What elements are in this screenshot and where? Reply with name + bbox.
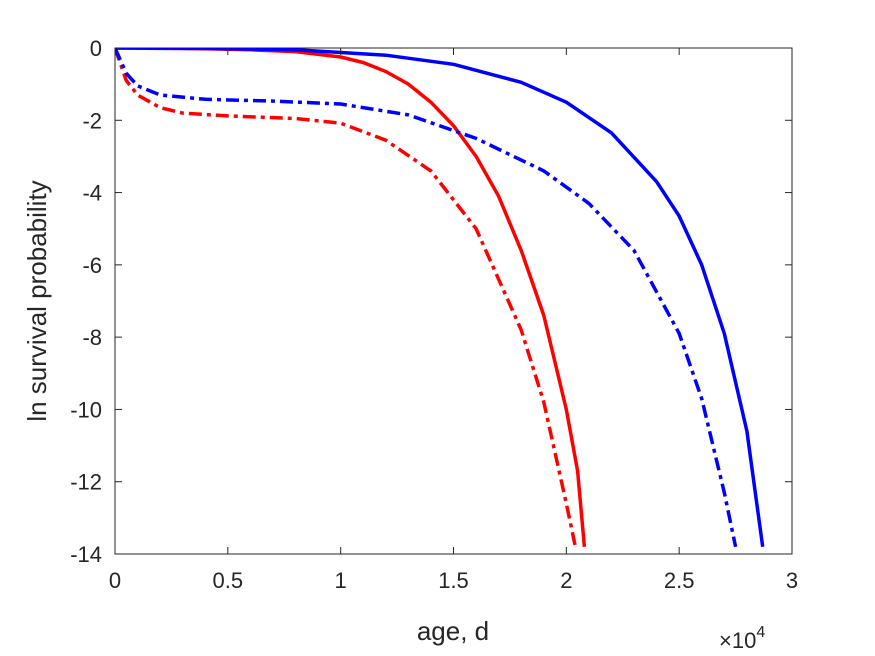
series-line-3 (115, 48, 578, 548)
ticks-layer (114, 47, 793, 555)
x-tick-label: 2 (560, 568, 572, 593)
x-multiplier-base: ×10 (719, 628, 756, 653)
plot-area (114, 47, 793, 555)
tick-labels-layer: 0 0.5 1 1.5 2 2.5 3 0 -2 -4 -6 -8 -10 -12 -14 (70, 36, 798, 593)
x-tick-label: 0 (109, 568, 121, 593)
plot-clip-group (115, 48, 765, 548)
y-tick-label: -4 (82, 181, 102, 206)
x-tick-label: 1.5 (438, 568, 469, 593)
y-tick-label: 0 (90, 36, 102, 61)
x-axis-label: age, d (417, 616, 489, 646)
x-multiplier-label: ×104 (719, 624, 765, 653)
x-tick-label: 1 (335, 568, 347, 593)
y-tick-label: -8 (82, 325, 102, 350)
y-tick-label: -12 (70, 470, 102, 495)
y-tick-label: -10 (70, 397, 102, 422)
y-tick-label: -14 (70, 542, 102, 567)
y-tick-label: -2 (82, 108, 102, 133)
series-line-4 (115, 48, 738, 548)
x-tick-label: 3 (786, 568, 798, 593)
x-tick-label: 0.5 (213, 568, 244, 593)
y-tick-label: -6 (82, 253, 102, 278)
y-axis-label: ln survival probability (22, 180, 52, 421)
series-line-2 (115, 48, 765, 548)
x-multiplier-exponent: 4 (756, 624, 765, 641)
x-tick-label: 2.5 (664, 568, 695, 593)
series-layer (115, 48, 765, 548)
